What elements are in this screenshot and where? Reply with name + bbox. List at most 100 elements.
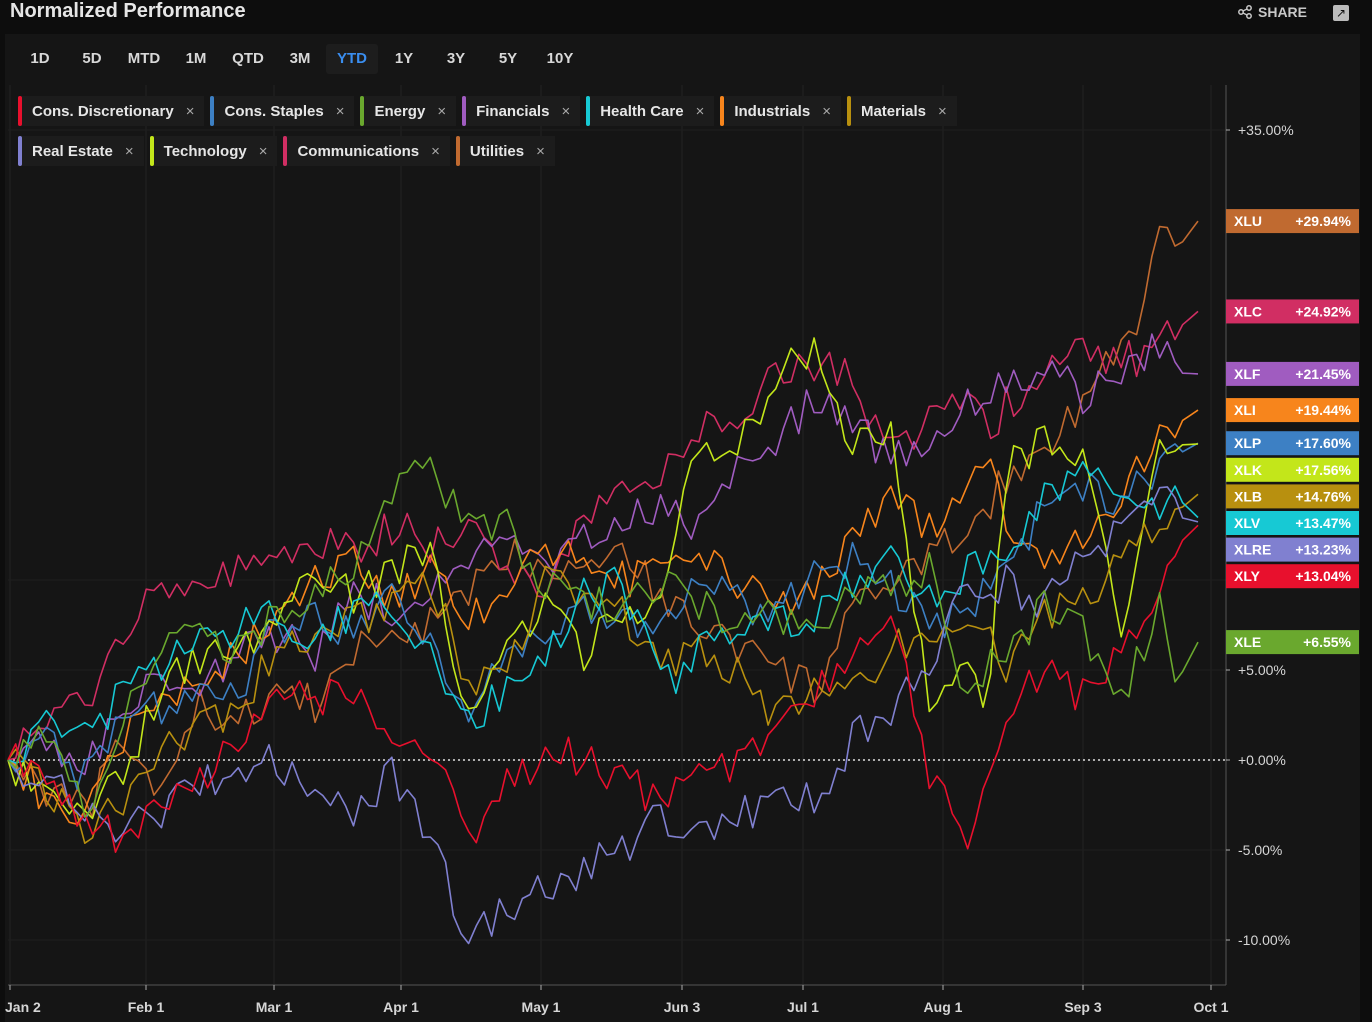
legend-chip-technology[interactable]: Technology × — [149, 136, 278, 166]
value-tag-xlv — [1226, 511, 1359, 535]
range-3y[interactable]: 3Y — [446, 50, 466, 67]
range-selector: 1D 5D MTD 1M QTD 3M YTD 1Y 3Y 5Y 10Y — [14, 44, 586, 74]
x-tick-label: Aug 1 — [924, 999, 963, 1015]
legend-label: Energy — [374, 102, 426, 120]
legend-chip-financials[interactable]: Financials × — [462, 96, 581, 126]
legend-color-swatch — [720, 96, 725, 126]
x-tick-label: Jun 3 — [664, 999, 701, 1015]
range-1m[interactable]: 1M — [185, 50, 207, 67]
value-tag-ticker: XLU — [1234, 213, 1262, 229]
legend-color-swatch — [18, 96, 22, 126]
share-button[interactable]: SHARE — [1238, 4, 1307, 20]
legend-chip-utilities[interactable]: Utilities × — [455, 136, 555, 166]
remove-icon[interactable]: × — [431, 142, 440, 160]
value-tag-percent: +14.76% — [1295, 488, 1351, 504]
range-10y[interactable]: 10Y — [546, 50, 574, 67]
series-line-xlb — [7, 493, 1199, 844]
value-tag-ticker: XLE — [1234, 634, 1261, 650]
legend-label: Materials — [860, 102, 927, 120]
value-tag-ticker: XLP — [1234, 435, 1261, 451]
value-tag-ticker: XLY — [1234, 568, 1261, 584]
legend-color-swatch — [462, 96, 467, 126]
x-tick-label: Oct 1 — [1193, 999, 1228, 1015]
y-tick-label: +35.00% — [1238, 122, 1294, 138]
y-tick-label: -10.00% — [1238, 932, 1290, 948]
value-tag-xlb — [1226, 484, 1359, 509]
series-line-xlu — [7, 220, 1199, 819]
sector-legend: Cons. Discretionary × Cons. Staples × Energy… — [18, 96, 1048, 166]
share-icon — [1238, 5, 1252, 19]
remove-icon[interactable]: × — [695, 102, 705, 120]
value-tag-percent: +21.45% — [1295, 366, 1351, 382]
value-tag-xlk — [1226, 457, 1359, 482]
legend-chip-communications[interactable]: Communications × — [283, 136, 450, 166]
legend-color-swatch — [586, 96, 591, 126]
remove-icon[interactable]: × — [938, 102, 947, 120]
remove-icon[interactable]: × — [437, 102, 447, 120]
value-tag-percent: +19.44% — [1295, 402, 1351, 418]
value-tag-ticker: XLRE — [1234, 542, 1271, 558]
range-ytd[interactable]: YTD — [326, 44, 378, 74]
legend-color-swatch — [283, 136, 288, 166]
y-tick-label: +0.00% — [1238, 752, 1286, 768]
value-tag-percent: +13.23% — [1295, 542, 1351, 558]
value-tag-xlc — [1226, 299, 1359, 324]
value-tag-percent: +17.56% — [1295, 462, 1351, 478]
y-tick-label: -5.00% — [1238, 842, 1282, 858]
remove-icon[interactable]: × — [258, 142, 268, 160]
value-tag-percent: +13.47% — [1295, 515, 1351, 531]
legend-chip-real-estate[interactable]: Real Estate × — [18, 136, 144, 166]
range-5d[interactable]: 5D — [82, 50, 102, 67]
range-1d[interactable]: 1D — [30, 50, 50, 67]
range-qtd[interactable]: QTD — [232, 50, 264, 67]
legend-chip-cons-discretionary[interactable]: Cons. Discretionary × — [18, 96, 205, 126]
legend-chip-industrials[interactable]: Industrials × — [720, 96, 841, 126]
value-tag-percent: +13.04% — [1295, 568, 1351, 584]
range-mtd[interactable]: MTD — [127, 50, 161, 67]
remove-icon[interactable]: × — [335, 102, 345, 120]
range-5y[interactable]: 5Y — [498, 50, 518, 67]
legend-color-swatch — [18, 136, 22, 166]
value-tag-ticker: XLI — [1234, 402, 1256, 418]
x-tick-label: May 1 — [522, 999, 561, 1015]
series-line-xlre — [7, 486, 1199, 945]
series-line-xlv — [7, 460, 1199, 764]
value-tag-percent: +17.60% — [1295, 435, 1351, 451]
remove-icon[interactable]: × — [185, 102, 195, 120]
legend-label: Utilities — [469, 142, 525, 160]
value-tag-ticker: XLF — [1234, 366, 1261, 382]
legend-color-swatch — [846, 96, 851, 126]
series-line-xlf — [7, 333, 1199, 776]
remove-icon[interactable]: × — [822, 102, 831, 120]
range-3m[interactable]: 3M — [289, 50, 311, 67]
x-tick-label: Mar 1 — [256, 999, 293, 1015]
x-tick-label: Sep 3 — [1064, 999, 1102, 1015]
y-tick-label: +5.00% — [1238, 662, 1286, 678]
remove-icon[interactable]: × — [124, 142, 134, 160]
legend-label: Cons. Staples — [224, 102, 324, 120]
series-line-xlk — [7, 337, 1199, 820]
series-line-xle — [7, 456, 1199, 818]
legend-chip-materials[interactable]: Materials × — [846, 96, 957, 126]
value-tag-percent: +6.55% — [1303, 634, 1351, 650]
remove-icon[interactable]: × — [536, 142, 545, 160]
value-tag-percent: +29.94% — [1295, 213, 1351, 229]
value-tag-xlp — [1226, 431, 1359, 456]
legend-chip-cons-staples[interactable]: Cons. Staples × — [210, 96, 355, 126]
legend-color-swatch — [149, 136, 154, 166]
value-tag-percent: +24.92% — [1295, 303, 1351, 319]
x-tick-label: Apr 1 — [383, 999, 419, 1015]
remove-icon[interactable]: × — [561, 102, 571, 120]
legend-chip-energy[interactable]: Energy × — [360, 96, 457, 126]
expand-icon[interactable]: ↗ — [1333, 5, 1349, 21]
range-1y[interactable]: 1Y — [394, 50, 414, 67]
series-line-xlp — [7, 442, 1199, 790]
value-tag-ticker: XLC — [1234, 303, 1262, 319]
legend-chip-health-care[interactable]: Health Care × — [586, 96, 715, 126]
legend-color-swatch — [210, 96, 215, 126]
page-title: Normalized Performance — [10, 0, 246, 22]
legend-color-swatch — [360, 96, 365, 126]
series-line-xlc — [7, 310, 1199, 761]
legend-label: Technology — [163, 142, 247, 160]
